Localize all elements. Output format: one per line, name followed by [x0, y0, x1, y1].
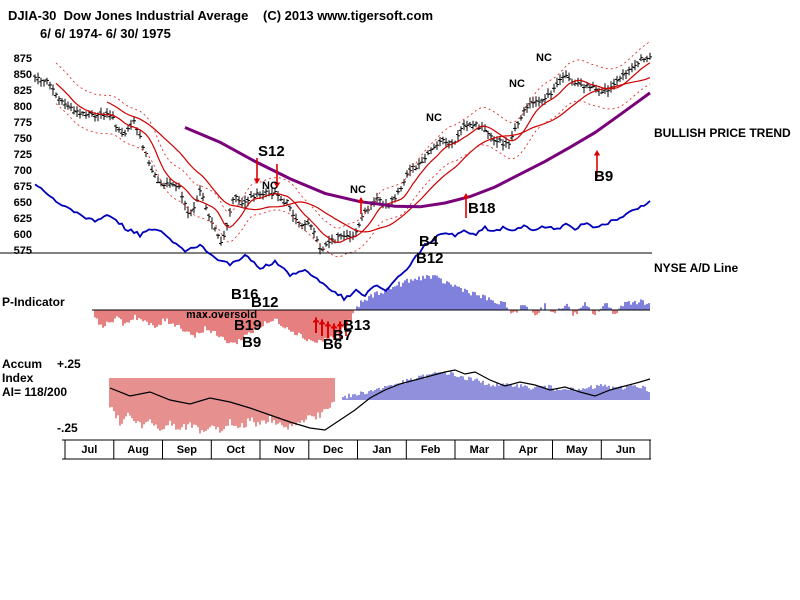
annotation-s12: S12: [258, 143, 285, 160]
nyse-ad-line-label: NYSE A/D Line: [654, 261, 739, 275]
price-bars: [33, 52, 652, 255]
month-label-apr: Apr: [518, 444, 538, 456]
nyse-ad-line: [34, 183, 651, 302]
y-tick-label-850: 850: [13, 69, 32, 81]
month-label-oct: Oct: [226, 444, 245, 456]
p-indicator-bars: [92, 275, 650, 345]
month-label-jun: Jun: [615, 444, 636, 456]
annotation-nc: NC: [262, 180, 278, 192]
annotation-b18: B18: [468, 200, 496, 217]
month-label-mar: Mar: [469, 444, 490, 456]
signal-arrows: [253, 150, 601, 340]
month-label-jan: Jan: [372, 444, 392, 456]
y-tick-label-575: 575: [13, 245, 32, 257]
y-tick-label-825: 825: [13, 85, 32, 97]
annotation-b4: B4: [419, 233, 439, 250]
month-label-jul: Jul: [81, 444, 98, 456]
annotation-b19: B19: [234, 317, 262, 334]
y-tick-label-725: 725: [13, 149, 32, 161]
y-tick-label-875: 875: [13, 53, 32, 65]
annotation-nc: NC: [426, 112, 442, 124]
y-tick-label-700: 700: [13, 165, 32, 177]
bullish-price-trend-label: BULLISH PRICE TREND: [654, 126, 791, 140]
annotation-b16: B16: [231, 286, 259, 303]
annotation-nc: NC: [509, 78, 525, 90]
accum-index-line: [109, 369, 651, 431]
moving-average-lines: [55, 41, 651, 258]
annotation-nc: NC: [350, 184, 366, 196]
accum-label: Accum: [2, 357, 43, 371]
month-label-nov: Nov: [273, 444, 295, 456]
chart-date-range: 6/ 6/ 1974- 6/ 30/ 1975: [40, 26, 171, 41]
chart-title: DJIA-30 Dow Jones Industrial Average: [8, 8, 249, 23]
y-tick-label-675: 675: [13, 181, 32, 193]
y-tick-label-650: 650: [13, 197, 32, 209]
accum-index-bars: [109, 371, 650, 434]
annotation-b13: B13: [343, 317, 371, 334]
annotation-b9: B9: [242, 334, 262, 351]
ai-value-label: AI= 118/200: [2, 385, 68, 399]
index-label: Index: [2, 371, 34, 385]
plus-25-label: +.25: [57, 357, 81, 371]
y-tick-label-800: 800: [13, 101, 32, 113]
month-label-aug: Aug: [127, 444, 149, 456]
y-tick-label-600: 600: [13, 229, 32, 241]
month-label-may: May: [566, 444, 588, 456]
copyright-text: (C) 2013 www.tigersoft.com: [263, 8, 433, 23]
minus-25-label: -.25: [57, 421, 78, 435]
annotation-nc: NC: [536, 52, 552, 64]
p-indicator-label: P-Indicator: [2, 295, 65, 309]
month-label-dec: Dec: [323, 444, 344, 456]
axis-lines: [0, 252, 652, 460]
long-ma-line: [184, 91, 651, 209]
annotation-b7: B7: [333, 327, 353, 344]
y-tick-label-775: 775: [13, 117, 32, 129]
annotation-b9: B9: [594, 168, 614, 185]
annotation-b6: B6: [323, 336, 343, 353]
annotation-max-oversold: max.oversold: [186, 309, 257, 321]
y-tick-label-750: 750: [13, 133, 32, 145]
y-tick-label-625: 625: [13, 213, 32, 225]
annotation-b12: B12: [251, 294, 279, 311]
month-label-sep: Sep: [176, 444, 197, 456]
annotation-b12: B12: [416, 250, 444, 267]
month-label-feb: Feb: [420, 444, 441, 456]
